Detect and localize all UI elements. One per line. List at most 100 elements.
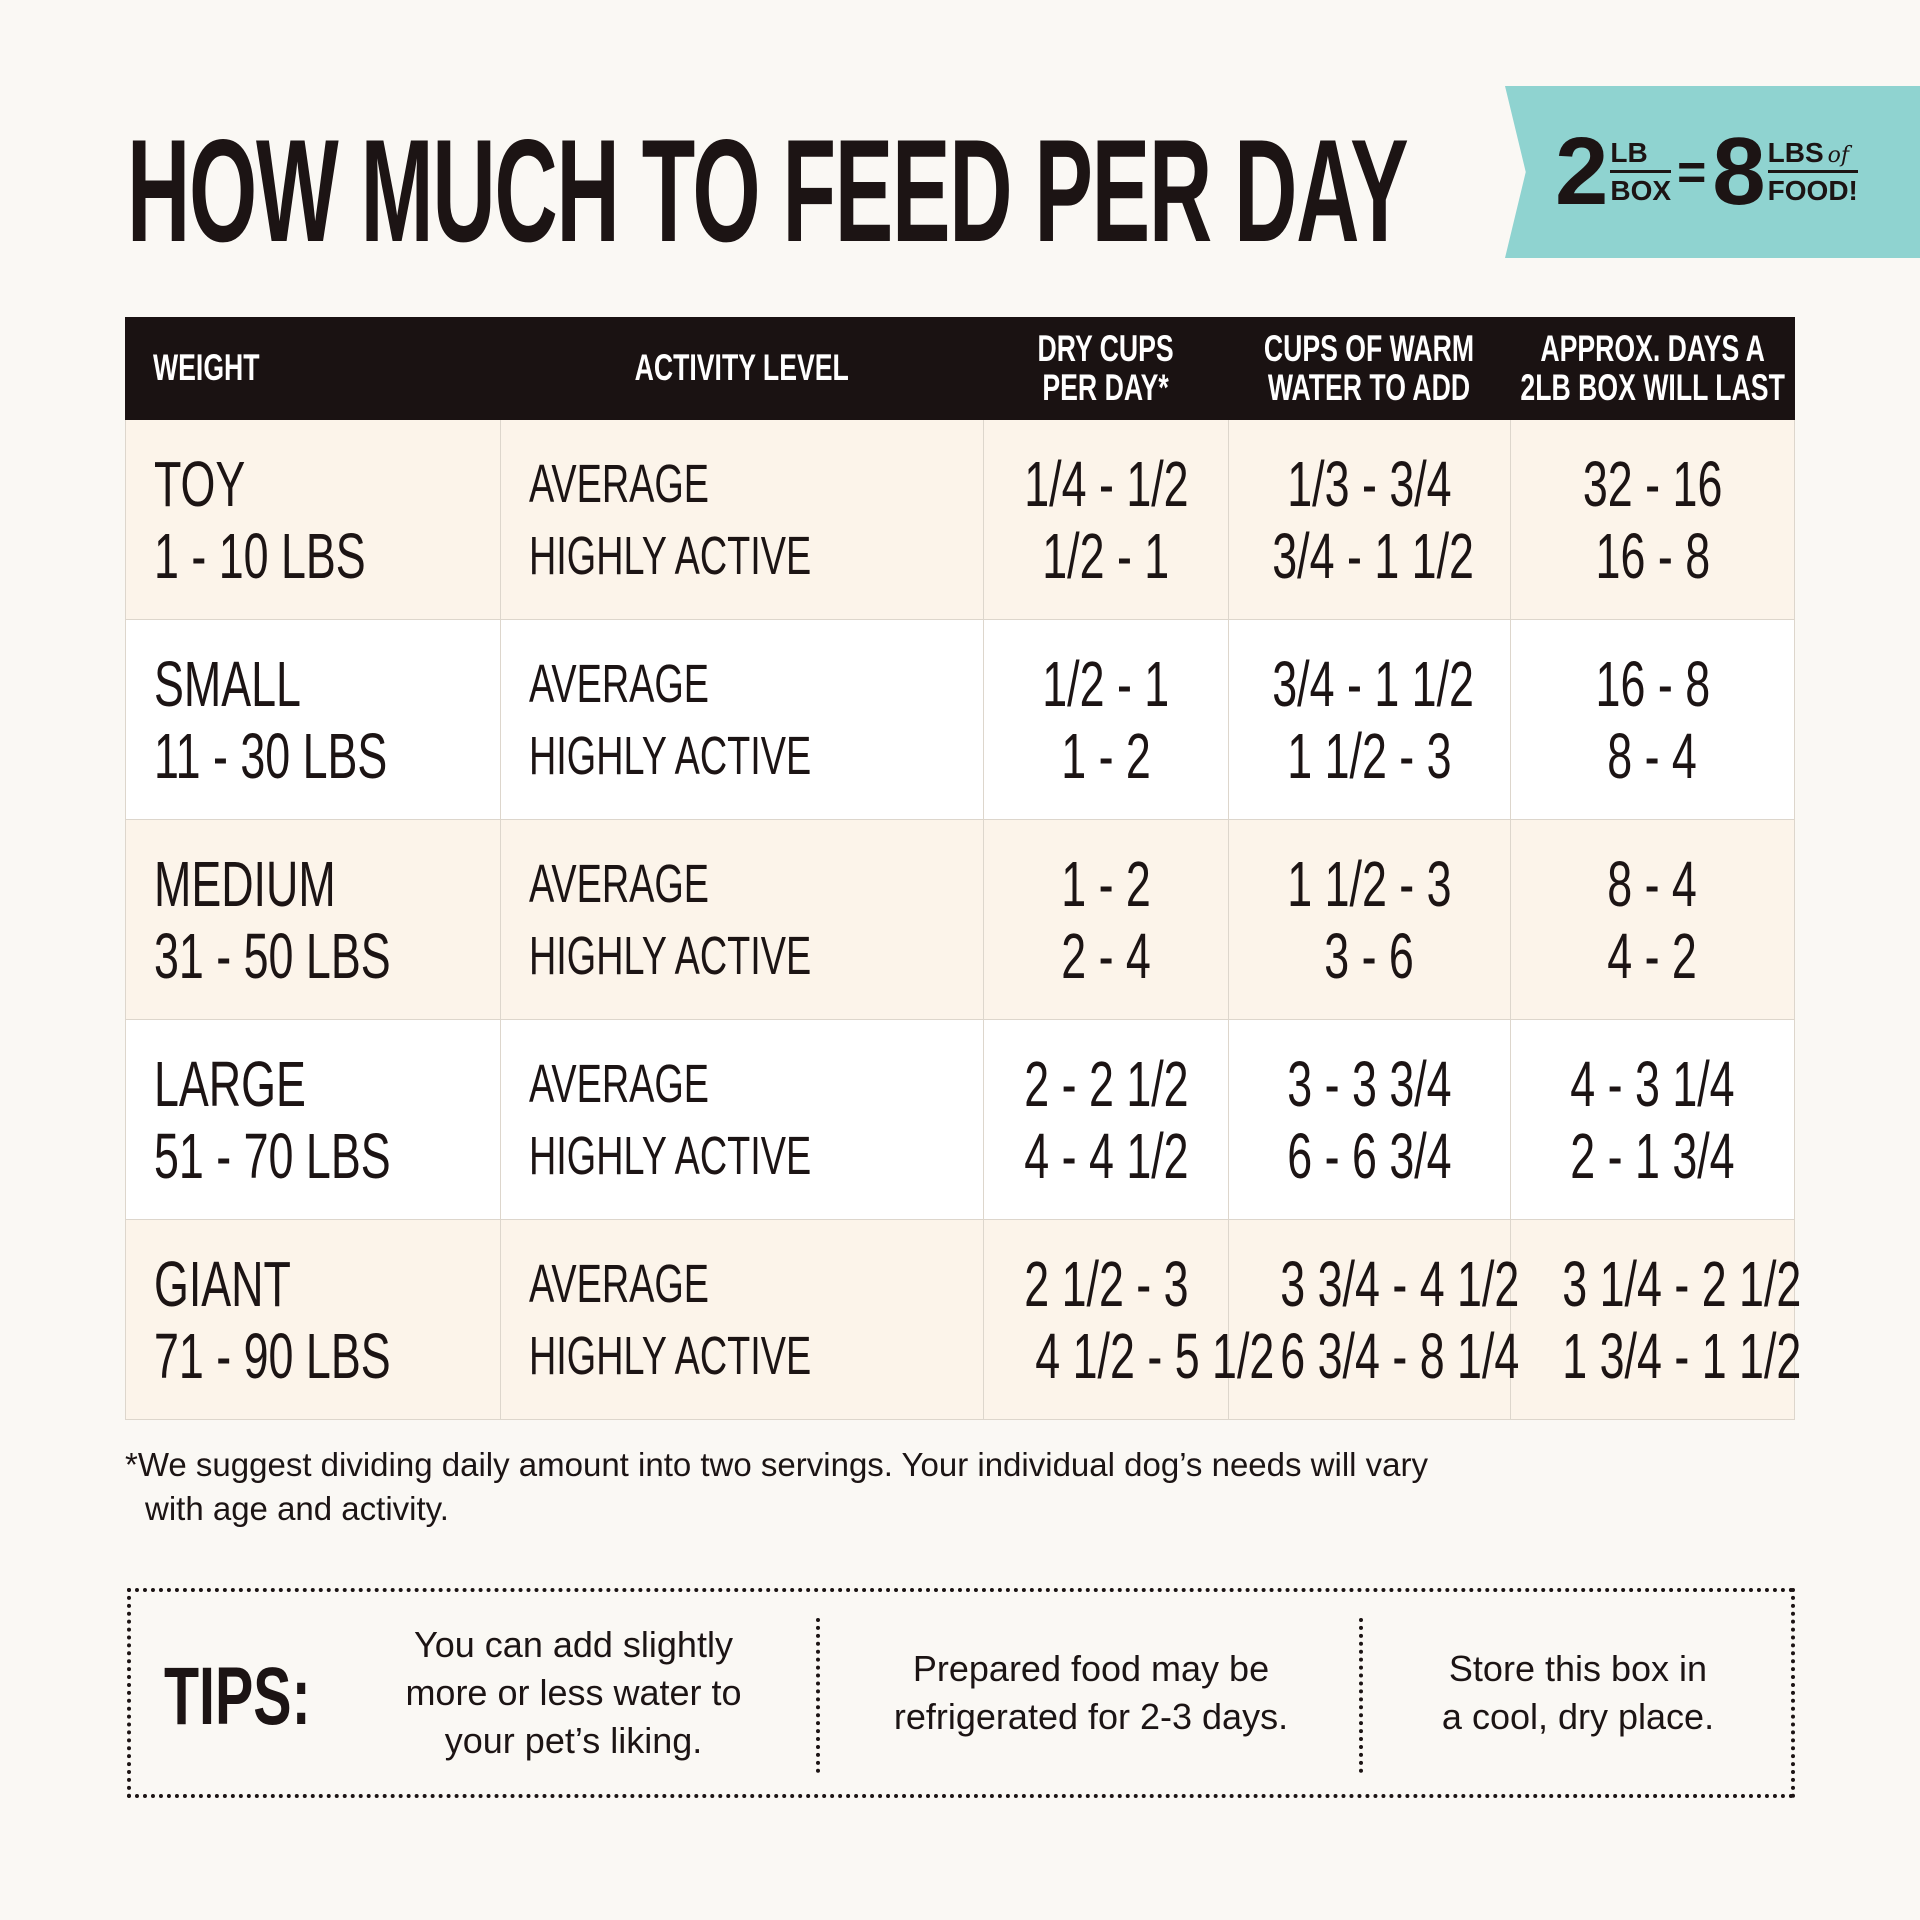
weight-cell: GIANT 71 - 90 LBS <box>125 1220 500 1419</box>
activity-cell: AVERAGE HIGHLY ACTIVE <box>500 1020 983 1219</box>
page-title: HOW MUCH TO FEED PER DAY <box>127 109 1409 272</box>
tip-line: refrigerated for 2-3 days. <box>893 1696 1289 1737</box>
dry-cups-cell: 2 - 2 1/2 4 - 4 1/2 <box>983 1020 1228 1219</box>
footnote-line: *We suggest dividing daily amount into t… <box>125 1446 1429 1483</box>
table-row: TOY 1 - 10 LBS AVERAGE HIGHLY ACTIVE 1/4 - 1… <box>125 420 1795 620</box>
tips-box: TIPS: You can add slightly more or less w… <box>127 1588 1795 1798</box>
activity-cell: AVERAGE HIGHLY ACTIVE <box>500 1220 983 1419</box>
header-line: APPROX. DAYS A <box>1540 327 1765 369</box>
water-cell-value: 1 1/2 - 3 <box>1287 847 1452 920</box>
badge-food-top-wrap: LBS of <box>1767 137 1858 173</box>
header-line: DRY CUPS <box>1037 327 1174 369</box>
header-text: WEIGHT <box>153 347 260 389</box>
activity-cell-value: AVERAGE <box>529 853 709 914</box>
activity-cell-value: AVERAGE <box>529 1253 709 1314</box>
days-cell-value: 3 1/4 - 2 1/2 <box>1562 1247 1802 1320</box>
days-cell-value: 8 - 4 <box>1607 719 1698 792</box>
water-cell: 3 3/4 - 4 1/2 6 3/4 - 8 1/4 <box>1228 1220 1519 1419</box>
dry-cups-cell-value: 2 - 2 1/2 <box>1023 1047 1189 1120</box>
weight-text: LARGE <box>154 1047 306 1120</box>
tip-line: Store this box in <box>1448 1648 1708 1689</box>
divider <box>816 1618 820 1773</box>
header-text: APPROX. DAYS A 2LB BOX WILL LAST <box>1520 327 1784 408</box>
table-body: TOY 1 - 10 LBS AVERAGE HIGHLY ACTIVE 1/4 - 1… <box>125 420 1801 1420</box>
weight-cell: SMALL 11 - 30 LBS <box>125 620 500 819</box>
dry-cups-cell-value: 1 - 2 <box>1061 847 1151 920</box>
water-cell-value: 6 - 6 3/4 <box>1287 1119 1452 1192</box>
dry-cups-cell-value: 4 1/2 - 5 1/2 <box>1035 1319 1275 1392</box>
tip-refrigerate: Prepared food may be refrigerated for 2-3… <box>821 1592 1361 1794</box>
badge-food-top: LBS <box>1767 137 1824 168</box>
water-cell-value: 1 1/2 - 3 <box>1287 719 1452 792</box>
header-text: ACTIVITY LEVEL <box>634 347 849 389</box>
weight-cell: MEDIUM 31 - 50 LBS <box>125 820 500 1019</box>
box-yield-badge: 2 LB BOX = 8 LBS of FOOD! <box>1505 86 1920 258</box>
weight-text: MEDIUM <box>154 847 336 920</box>
activity-cell-value: AVERAGE <box>529 1053 709 1114</box>
activity-cell-value: HIGHLY ACTIVE <box>529 1125 812 1186</box>
water-cell-value: 3 - 6 <box>1324 919 1415 992</box>
tip-water: You can add slightly more or less water t… <box>331 1592 816 1794</box>
days-cell: 32 - 16 16 - 8 <box>1510 420 1795 619</box>
weight-text: TOY <box>154 447 246 520</box>
tips-label: TIPS: <box>164 1651 311 1742</box>
footnote-line: with age and activity. <box>145 1490 449 1527</box>
water-cell-value: 3 3/4 - 4 1/2 <box>1280 1247 1520 1320</box>
badge-box-bottom: BOX <box>1610 175 1672 206</box>
days-cell-value: 2 - 1 3/4 <box>1570 1119 1735 1192</box>
header-line: WATER TO ADD <box>1267 366 1471 408</box>
weight-text: SMALL <box>154 647 301 720</box>
days-cell-value: 1 3/4 - 1 1/2 <box>1562 1319 1802 1392</box>
water-cell-value: 1/3 - 3/4 <box>1287 447 1452 520</box>
tip-storage: Store this box in a cool, dry place. <box>1363 1592 1793 1794</box>
dry-cups-cell-value: 4 - 4 1/2 <box>1023 1119 1189 1192</box>
dry-cups-cell-value: 2 - 4 <box>1061 919 1151 992</box>
dry-cups-cell-value: 1/2 - 1 <box>1042 647 1170 720</box>
header-line: WEIGHT <box>153 347 260 389</box>
footnote: *We suggest dividing daily amount into t… <box>125 1443 1428 1531</box>
header-text: CUPS OF WARM WATER TO ADD <box>1263 327 1475 408</box>
header-line: CUPS OF WARM <box>1263 327 1475 369</box>
tip-line: a cool, dry place. <box>1441 1696 1715 1737</box>
badge-box-number: 2 <box>1555 118 1608 225</box>
days-cell-value: 4 - 3 1/4 <box>1570 1047 1735 1120</box>
header-dry-cups: DRY CUPS PER DAY* <box>983 317 1228 420</box>
table-header: WEIGHT ACTIVITY LEVEL DRY CUPS PER DAY* CUPS… <box>125 317 1795 420</box>
divider <box>1359 1618 1363 1773</box>
weight-text: 11 - 30 LBS <box>154 719 388 792</box>
activity-cell-value: HIGHLY ACTIVE <box>529 525 812 586</box>
dry-cups-cell-value: 1/2 - 1 <box>1042 519 1170 592</box>
header-line: PER DAY* <box>1042 366 1169 408</box>
activity-cell-value: AVERAGE <box>529 453 709 514</box>
days-cell-value: 4 - 2 <box>1607 919 1698 992</box>
header-text: DRY CUPS PER DAY* <box>1037 327 1174 408</box>
water-cell: 3 - 3 3/4 6 - 6 3/4 <box>1228 1020 1510 1219</box>
badge-of: of <box>1827 143 1850 168</box>
days-cell-value: 8 - 4 <box>1607 847 1698 920</box>
header-weight: WEIGHT <box>125 317 500 420</box>
dry-cups-cell-value: 1/4 - 1/2 <box>1023 447 1189 520</box>
badge-box-unit: LB BOX <box>1610 139 1672 206</box>
table-row: GIANT 71 - 90 LBS AVERAGE HIGHLY ACTIVE 2 1/… <box>125 1220 1801 1420</box>
activity-cell-value: HIGHLY ACTIVE <box>529 925 812 986</box>
header-line: ACTIVITY LEVEL <box>634 347 849 389</box>
header-days: APPROX. DAYS A 2LB BOX WILL LAST <box>1510 317 1795 420</box>
badge-food-unit: LBS of FOOD! <box>1767 137 1858 205</box>
tip-line: You can add slightly <box>414 1624 733 1665</box>
water-cell: 1/3 - 3/4 3/4 - 1 1/2 <box>1228 420 1510 619</box>
weight-text: 31 - 50 LBS <box>154 919 391 992</box>
weight-text: 1 - 10 LBS <box>154 519 366 592</box>
activity-cell-value: HIGHLY ACTIVE <box>529 725 812 786</box>
days-cell: 4 - 3 1/4 2 - 1 3/4 <box>1510 1020 1795 1219</box>
activity-cell: AVERAGE HIGHLY ACTIVE <box>500 620 983 819</box>
water-cell-value: 3 - 3 3/4 <box>1287 1047 1452 1120</box>
water-cell: 3/4 - 1 1/2 1 1/2 - 3 <box>1228 620 1510 819</box>
weight-cell: LARGE 51 - 70 LBS <box>125 1020 500 1219</box>
tip-line: Prepared food may be <box>912 1648 1270 1689</box>
